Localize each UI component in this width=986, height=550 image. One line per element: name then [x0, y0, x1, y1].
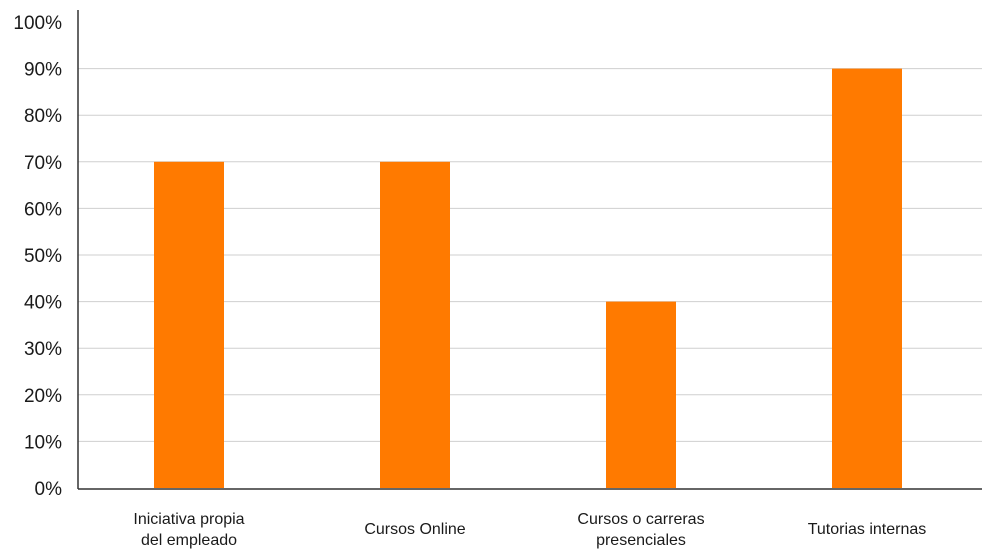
y-tick-label: 10%: [24, 432, 62, 453]
x-category-label: Cursos Online: [364, 521, 465, 538]
y-tick-label: 60%: [24, 199, 62, 220]
y-tick-label: 30%: [24, 339, 62, 360]
bars: [154, 68, 902, 489]
axes: [77, 10, 982, 490]
x-category-labels: Iniciativa propia del empleado Cursos Onli…: [133, 511, 926, 549]
y-tick-label: 0%: [35, 479, 63, 500]
y-tick-label: 100%: [13, 13, 62, 34]
y-tick-label: 20%: [24, 386, 62, 407]
y-tick-label: 80%: [24, 106, 62, 127]
x-category-label: Tutorias internas: [808, 521, 927, 538]
gridlines: [78, 68, 982, 442]
y-tick-label: 70%: [24, 153, 62, 174]
bar: [154, 161, 224, 489]
y-tick-label: 50%: [24, 246, 62, 267]
x-category-label: Cursos o carreras presenciales: [577, 511, 704, 549]
bar: [832, 68, 902, 488]
y-tick-label: 40%: [24, 293, 62, 314]
y-tick-labels: 0% 10% 20% 30% 40% 50% 60% 70% 80% 90% 100%: [13, 13, 62, 500]
bar: [606, 301, 676, 488]
y-tick-label: 90%: [24, 60, 62, 81]
bar: [380, 161, 450, 489]
x-category-label: Iniciativa propia del empleado: [133, 511, 244, 549]
